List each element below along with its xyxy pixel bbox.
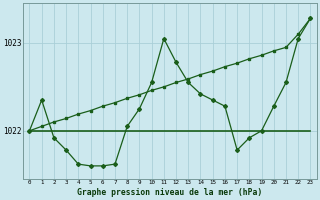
X-axis label: Graphe pression niveau de la mer (hPa): Graphe pression niveau de la mer (hPa) (77, 188, 263, 197)
